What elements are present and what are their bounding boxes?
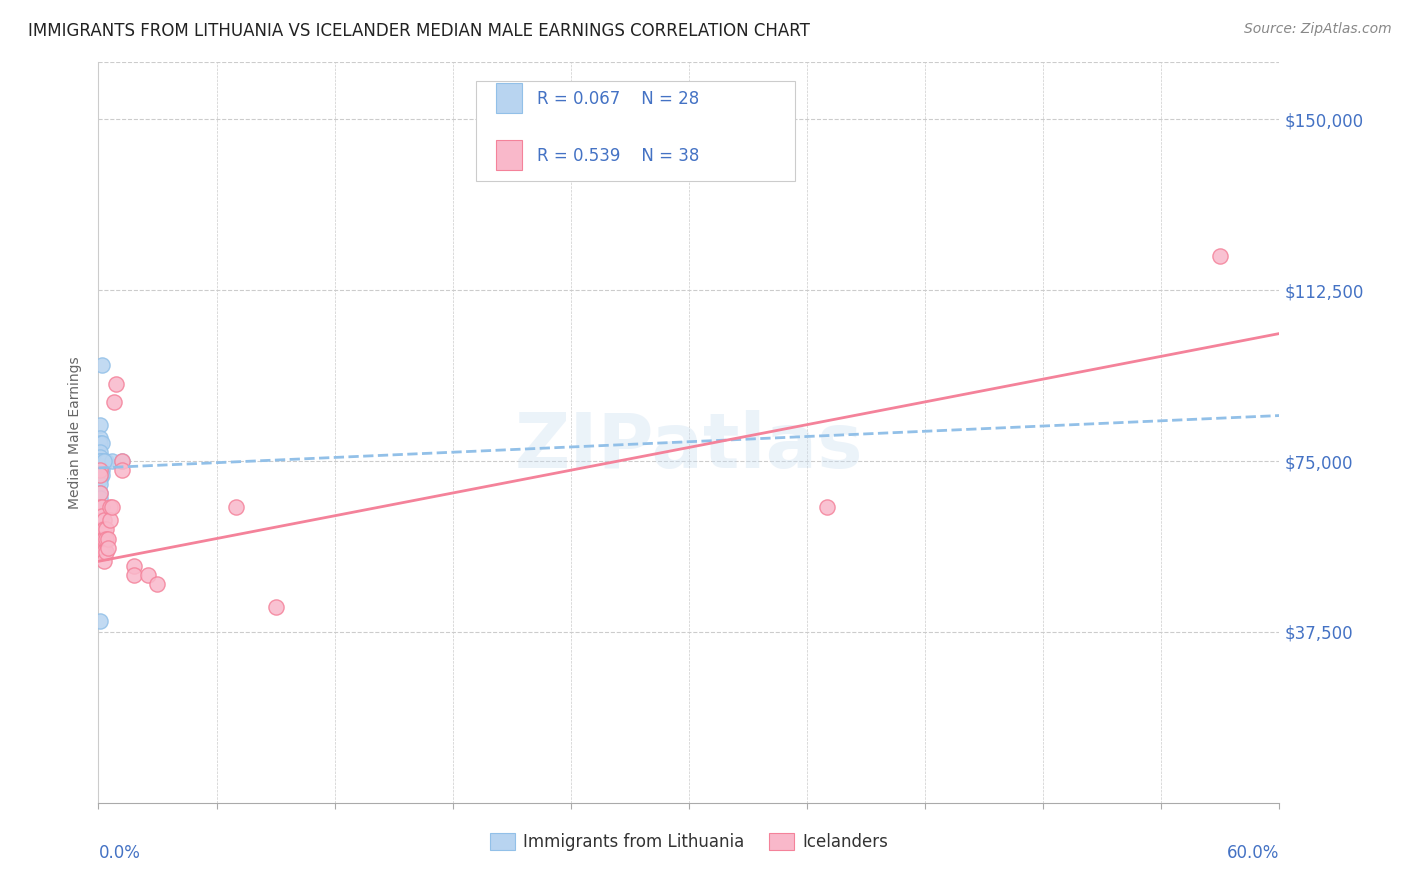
Point <box>89 463 111 477</box>
Point <box>122 558 145 573</box>
Point <box>93 532 115 546</box>
Point <box>101 500 124 514</box>
Text: IMMIGRANTS FROM LITHUANIA VS ICELANDER MEDIAN MALE EARNINGS CORRELATION CHART: IMMIGRANTS FROM LITHUANIA VS ICELANDER M… <box>28 22 810 40</box>
Point <box>96 532 118 546</box>
Point <box>89 486 111 500</box>
Point <box>98 513 121 527</box>
Y-axis label: Median Male Earnings: Median Male Earnings <box>69 356 83 509</box>
Point <box>1209 249 1232 263</box>
Point <box>91 545 114 559</box>
Point <box>89 458 111 473</box>
FancyBboxPatch shape <box>477 81 796 181</box>
Point <box>89 532 111 546</box>
Point <box>103 395 125 409</box>
Text: Source: ZipAtlas.com: Source: ZipAtlas.com <box>1244 22 1392 37</box>
Point <box>111 454 134 468</box>
Legend: Immigrants from Lithuania, Icelanders: Immigrants from Lithuania, Icelanders <box>482 826 896 857</box>
Point <box>91 467 114 482</box>
Point <box>89 476 111 491</box>
Point <box>91 500 114 514</box>
Point <box>146 577 169 591</box>
Point <box>105 376 128 391</box>
Point <box>93 513 115 527</box>
Point <box>89 467 111 482</box>
Point <box>97 532 120 546</box>
Point <box>89 445 111 459</box>
Point <box>93 545 115 559</box>
Point <box>91 454 114 468</box>
Point <box>89 454 111 468</box>
Point <box>264 599 287 614</box>
Point <box>815 500 838 514</box>
Point <box>96 523 118 537</box>
Text: R = 0.539    N = 38: R = 0.539 N = 38 <box>537 147 699 165</box>
Point <box>101 454 124 468</box>
Point <box>98 500 121 514</box>
Point <box>89 431 111 445</box>
Point <box>89 463 111 477</box>
Point <box>89 486 111 500</box>
Point <box>91 508 114 523</box>
Text: 60.0%: 60.0% <box>1227 844 1279 862</box>
Point <box>91 458 114 473</box>
Point <box>136 568 159 582</box>
FancyBboxPatch shape <box>496 140 523 169</box>
Point <box>89 450 111 464</box>
Point <box>89 491 111 505</box>
Point <box>122 568 145 582</box>
Point <box>111 454 134 468</box>
Point <box>111 463 134 477</box>
Point <box>91 541 114 555</box>
Point <box>91 532 114 546</box>
Point <box>89 467 111 482</box>
Point <box>93 554 115 568</box>
Point <box>96 454 118 468</box>
Point <box>89 508 111 523</box>
Point <box>89 513 111 527</box>
Point <box>225 500 247 514</box>
Point <box>91 463 114 477</box>
Point <box>89 472 111 486</box>
Point <box>93 454 115 468</box>
Point <box>89 435 111 450</box>
Point <box>91 435 114 450</box>
Point <box>89 500 111 514</box>
Text: ZIPatlas: ZIPatlas <box>515 410 863 484</box>
Point <box>91 359 114 373</box>
Point <box>89 523 111 537</box>
Point <box>89 513 111 527</box>
Point <box>97 541 120 555</box>
Point <box>89 614 111 628</box>
Point <box>89 417 111 432</box>
FancyBboxPatch shape <box>496 84 523 112</box>
Point <box>93 523 115 537</box>
Text: R = 0.067    N = 28: R = 0.067 N = 28 <box>537 90 699 109</box>
Point <box>89 454 111 468</box>
Point <box>91 523 114 537</box>
Point <box>89 500 111 514</box>
Point <box>96 545 118 559</box>
Text: 0.0%: 0.0% <box>98 844 141 862</box>
